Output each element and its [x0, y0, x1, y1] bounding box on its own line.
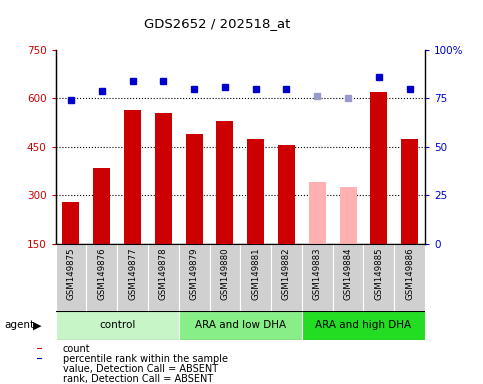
Text: GSM149885: GSM149885	[374, 247, 384, 300]
Text: GSM149882: GSM149882	[282, 247, 291, 300]
Text: control: control	[99, 320, 135, 331]
Text: rank, Detection Call = ABSENT: rank, Detection Call = ABSENT	[63, 374, 213, 384]
Text: GSM149884: GSM149884	[343, 247, 353, 300]
Text: count: count	[63, 344, 91, 354]
Bar	[179, 311, 302, 340]
Bar	[38, 358, 43, 359]
Bar	[216, 121, 233, 244]
Text: GSM149886: GSM149886	[405, 247, 414, 300]
Bar	[56, 311, 179, 340]
Text: GDS2652 / 202518_at: GDS2652 / 202518_at	[144, 17, 291, 30]
Bar	[302, 311, 425, 340]
Bar	[394, 244, 425, 311]
Bar	[278, 145, 295, 244]
Bar	[340, 187, 356, 244]
Bar	[124, 110, 141, 244]
Bar	[56, 244, 86, 311]
Bar	[93, 168, 110, 244]
Text: ARA and high DHA: ARA and high DHA	[315, 320, 412, 331]
Bar	[117, 244, 148, 311]
Bar	[364, 244, 394, 311]
Bar	[148, 244, 179, 311]
Bar	[179, 244, 210, 311]
Text: GSM149877: GSM149877	[128, 247, 137, 300]
Text: GSM149883: GSM149883	[313, 247, 322, 300]
Text: GSM149881: GSM149881	[251, 247, 260, 300]
Text: GSM149878: GSM149878	[159, 247, 168, 300]
Text: ARA and low DHA: ARA and low DHA	[195, 320, 286, 331]
Bar	[185, 134, 202, 244]
Bar	[155, 113, 172, 244]
Bar	[240, 244, 271, 311]
Bar	[62, 202, 79, 244]
Bar	[401, 139, 418, 244]
Bar	[86, 244, 117, 311]
Text: GSM149880: GSM149880	[220, 247, 229, 300]
Text: GSM149876: GSM149876	[97, 247, 106, 300]
Text: agent: agent	[5, 320, 35, 331]
Bar	[38, 348, 43, 349]
Bar	[247, 139, 264, 244]
Text: GSM149879: GSM149879	[190, 247, 199, 300]
Text: ▶: ▶	[33, 320, 42, 331]
Text: percentile rank within the sample: percentile rank within the sample	[63, 354, 228, 364]
Bar	[302, 244, 333, 311]
Bar	[210, 244, 240, 311]
Bar	[309, 182, 326, 244]
Text: GSM149875: GSM149875	[67, 247, 75, 300]
Bar	[271, 244, 302, 311]
Text: value, Detection Call = ABSENT: value, Detection Call = ABSENT	[63, 364, 218, 374]
Bar	[333, 244, 364, 311]
Bar	[370, 92, 387, 244]
